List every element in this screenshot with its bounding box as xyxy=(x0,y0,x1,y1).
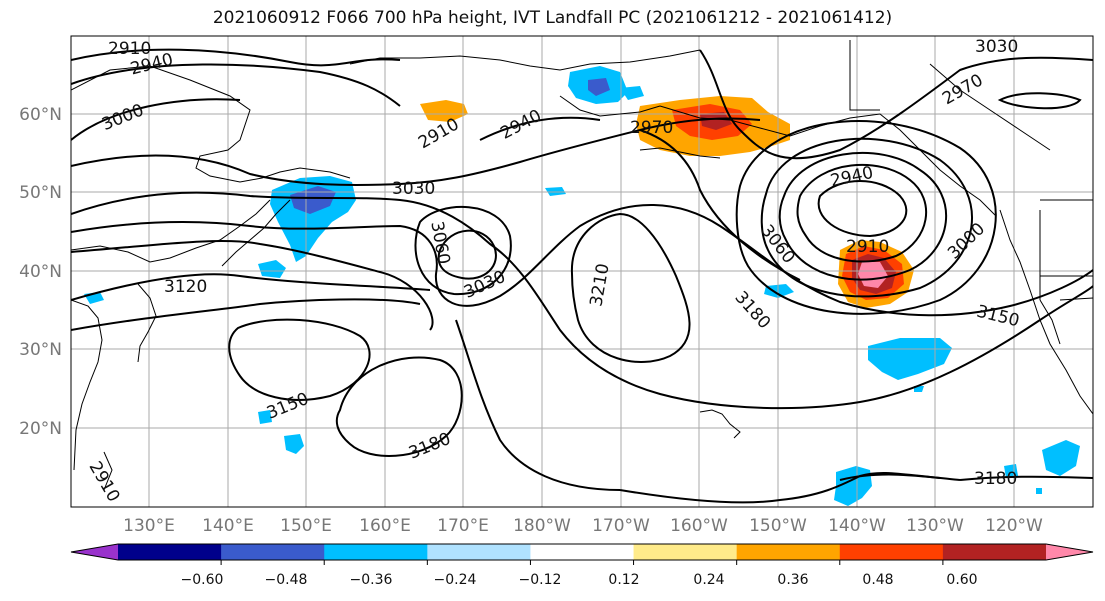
lat-label: 30°N xyxy=(19,340,62,360)
contour-label: 3120 xyxy=(164,277,207,297)
colorbar-tick-label: −0.36 xyxy=(350,572,393,588)
contour-label: 2970 xyxy=(630,118,673,138)
colorbar-tick-label: 0.12 xyxy=(608,572,639,588)
colorbar: −0.60 −0.48 −0.36 −0.24 −0.12 0.12 0.24 … xyxy=(70,543,1094,588)
colorbar-swatch xyxy=(633,544,738,560)
lat-label: 50°N xyxy=(19,183,62,203)
lat-label: 20°N xyxy=(19,419,62,439)
lat-label: 40°N xyxy=(19,262,62,282)
lon-label: 160°E xyxy=(359,516,411,536)
colorbar-tick-label: 0.60 xyxy=(946,572,977,588)
colorbar-swatch xyxy=(221,544,325,560)
colorbar-swatch xyxy=(118,544,222,560)
colorbar-tick-label: 0.48 xyxy=(862,572,893,588)
colorbar-tick-label: −0.60 xyxy=(181,572,224,588)
colorbar-swatch xyxy=(427,544,531,560)
lon-label: 180°W xyxy=(513,516,571,536)
colorbar-swatch xyxy=(1046,544,1093,560)
lon-label: 140°W xyxy=(828,516,886,536)
colorbar-swatch xyxy=(839,544,944,560)
map-title: 2021060912 F066 700 hPa height, IVT Land… xyxy=(212,8,893,28)
colorbar-tick-label: −0.12 xyxy=(519,572,562,588)
lon-label: 170°W xyxy=(592,516,650,536)
contour-label: 3180 xyxy=(974,469,1017,489)
lon-label: 130°E xyxy=(123,516,175,536)
contour-label: 3030 xyxy=(392,179,435,199)
colorbar-tick-label: −0.24 xyxy=(434,572,477,588)
colorbar-swatches xyxy=(71,544,1093,560)
graticule xyxy=(71,36,1093,507)
height-contours xyxy=(71,48,1093,504)
lon-label: 130°W xyxy=(906,516,964,536)
map-frame xyxy=(70,35,1094,508)
colorbar-ticks xyxy=(220,560,944,565)
lon-label: 170°E xyxy=(437,516,489,536)
lon-label: 160°W xyxy=(670,516,728,536)
longitude-labels: 130°E 140°E 150°E 160°E 170°E 180°W 170°… xyxy=(123,516,1043,536)
colorbar-outline xyxy=(70,543,1094,561)
lon-label: 120°W xyxy=(985,516,1043,536)
lat-label: 60°N xyxy=(19,105,62,125)
contour-label: 2910 xyxy=(846,237,889,257)
lon-label: 150°E xyxy=(280,516,332,536)
colorbar-tick-label: −0.48 xyxy=(265,572,308,588)
colorbar-swatch xyxy=(942,544,1047,560)
colorbar-swatch xyxy=(324,544,428,560)
lon-label: 140°E xyxy=(202,516,254,536)
colorbar-tick-label: 0.24 xyxy=(693,572,724,588)
lon-label: 150°W xyxy=(749,516,807,536)
latitude-labels: 60°N 50°N 40°N 30°N 20°N xyxy=(19,105,62,439)
colorbar-swatch xyxy=(736,544,841,560)
colorbar-swatch xyxy=(530,544,635,560)
colorbar-swatch xyxy=(71,544,118,560)
colorbar-tick-label: 0.36 xyxy=(777,572,808,588)
contour-label: 3030 xyxy=(975,37,1018,57)
contour-label: 2910 xyxy=(108,39,151,59)
